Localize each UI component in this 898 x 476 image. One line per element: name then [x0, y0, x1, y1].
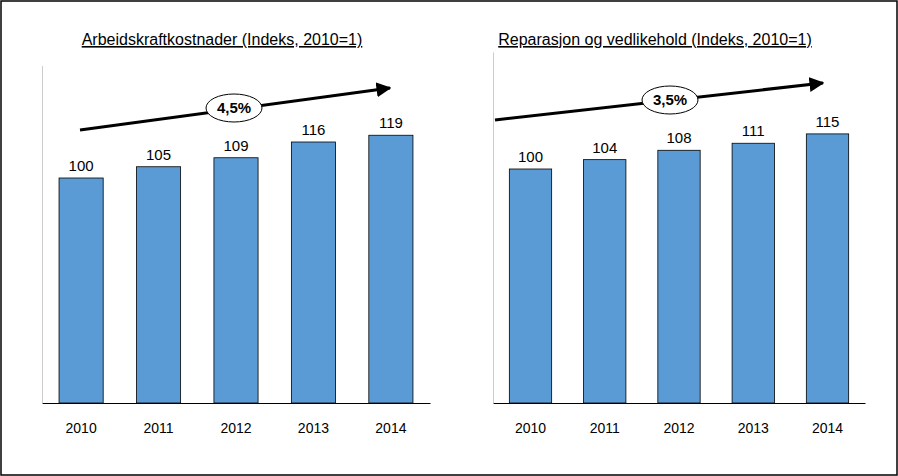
x-tick: 2010 [515, 403, 546, 436]
bar [291, 142, 335, 403]
bar [136, 167, 180, 403]
x-tick-label: 2012 [663, 420, 694, 436]
x-tick-label: 2013 [298, 420, 329, 436]
x-axis-line [43, 403, 431, 404]
x-tick: 2012 [663, 403, 694, 436]
data-label: 111 [742, 122, 765, 139]
annotation-ellipse [642, 86, 698, 114]
figure: Arbeidskraftkostnader (Indeks, 2010=1) 10… [0, 0, 898, 476]
y-axis-line [42, 66, 43, 404]
chart-title: Reparasjon og vedlikehold (Indeks, 2010=… [498, 31, 812, 48]
x-tick-label: 2012 [220, 420, 251, 436]
bar [806, 134, 848, 403]
x-tick: 2013 [298, 403, 329, 436]
x-tick-label: 2010 [515, 420, 546, 436]
bar [214, 158, 258, 403]
frame [1, 1, 897, 475]
data-label: 108 [666, 129, 691, 146]
x-tick-label: 2014 [812, 420, 843, 436]
chart-title: Arbeidskraftkostnader (Indeks, 2010=1) [82, 31, 363, 48]
y-axis-line [493, 53, 494, 404]
annotation: 3,5% [653, 91, 687, 108]
data-label: 104 [592, 139, 617, 156]
x-tick-label: 2013 [738, 420, 769, 436]
data-label: 105 [146, 146, 171, 163]
bar [369, 135, 413, 403]
data-label: 100 [518, 148, 543, 165]
x-tick-label: 2014 [375, 420, 406, 436]
data-label: 100 [69, 157, 94, 174]
x-tick-label: 2011 [144, 420, 174, 436]
x-tick: 2011 [590, 403, 620, 436]
bar [584, 160, 626, 403]
x-tick: 2012 [220, 403, 251, 436]
data-label: 115 [816, 113, 840, 130]
data-label: 109 [223, 137, 248, 154]
bar [658, 150, 700, 403]
y-axis [42, 66, 43, 404]
trend-arrow [495, 83, 823, 120]
x-axis: 2010 2011 2012 2013 2014 [43, 403, 431, 436]
x-axis: 2010 2011 2012 2013 2014 [494, 403, 866, 436]
bar [509, 169, 551, 403]
bar [59, 178, 103, 403]
annotation: 4,5% [217, 99, 251, 116]
bars [509, 134, 848, 403]
bars [59, 135, 413, 403]
trend-arrow [80, 88, 390, 130]
x-tick-label: 2010 [66, 420, 97, 436]
x-tick-label: 2011 [590, 420, 620, 436]
bar [732, 143, 774, 403]
data-label: 116 [301, 121, 325, 138]
x-tick: 2014 [812, 403, 843, 436]
x-axis-line [494, 403, 866, 404]
x-tick: 2013 [738, 403, 769, 436]
x-tick: 2010 [66, 403, 97, 436]
chart: Reparasjon og vedlikehold (Indeks, 2010=… [494, 31, 866, 436]
x-tick: 2014 [375, 403, 406, 436]
data-label: 119 [379, 114, 403, 131]
chart: Arbeidskraftkostnader (Indeks, 2010=1) 10… [43, 31, 431, 436]
annotation-ellipse [206, 94, 262, 122]
y-axis [493, 53, 494, 404]
x-tick: 2011 [144, 403, 174, 436]
